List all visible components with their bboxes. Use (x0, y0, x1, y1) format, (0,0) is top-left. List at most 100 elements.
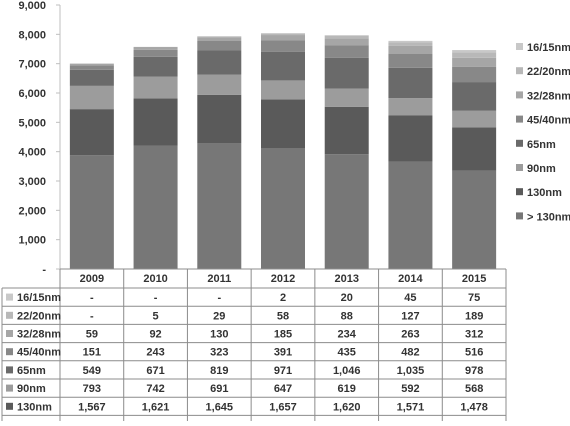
x-tick-label: 2015 (462, 273, 486, 285)
bar-segment (452, 58, 496, 67)
table-cell-value: - (90, 292, 94, 304)
bar-segment (134, 57, 178, 77)
table-cell-value: 185 (274, 329, 292, 341)
table-cell-value: 92 (149, 329, 161, 341)
table-cell-value: 1,620 (333, 401, 361, 413)
bar-segment (70, 109, 114, 155)
table-cell-value: 1,035 (397, 365, 425, 377)
y-tick-label: 6,000 (18, 88, 46, 100)
bar-segment (325, 154, 369, 269)
bar-segment (134, 47, 178, 50)
table-row-swatch (6, 330, 13, 337)
table-cell-value: 1,571 (397, 401, 425, 413)
bar-segment (452, 67, 496, 82)
bar-segment (388, 54, 432, 68)
table-cell-value: 619 (338, 383, 356, 395)
bar-segment (261, 35, 305, 40)
table-cell-value: 20 (341, 292, 353, 304)
table-cell-value: 647 (274, 383, 292, 395)
x-tick-label: 2012 (271, 273, 295, 285)
legend-label: 22/20nm (527, 66, 570, 78)
bar-segment (134, 146, 178, 269)
bar-segment (70, 65, 114, 69)
table-cell-value: - (90, 310, 94, 322)
bar-segment (388, 42, 432, 46)
bar-segment (325, 36, 369, 39)
bar-segment (388, 46, 432, 54)
y-tick-label: 5,000 (18, 117, 46, 129)
y-tick-label: 2,000 (18, 205, 46, 217)
bar-segment (452, 111, 496, 128)
bar-segment (70, 70, 114, 86)
table-cell-value: 45 (404, 292, 416, 304)
table-cell-value: 568 (465, 383, 483, 395)
table-row-label: 16/15nm (17, 292, 61, 304)
table-cell-value: 435 (338, 347, 356, 359)
table-cell-value: 59 (86, 329, 98, 341)
table-cell-value: 1,478 (460, 401, 488, 413)
table-cell-value: 671 (146, 365, 164, 377)
table-row-label: 130nm (17, 401, 52, 413)
bar-segment (197, 74, 241, 94)
bar-segment (134, 50, 178, 57)
bar-segment (197, 36, 241, 37)
legend-label: 65nm (527, 139, 556, 151)
legend-label: > 130nm (527, 211, 570, 223)
bar-segment (325, 38, 369, 45)
y-tick-label: 4,000 (18, 147, 46, 159)
bar-segment (452, 82, 496, 111)
bar-segment (325, 89, 369, 107)
legend-swatch (516, 67, 523, 74)
legend-label: 32/28nm (527, 90, 570, 102)
y-tick-label: 1,000 (18, 235, 46, 247)
x-tick-label: 2010 (143, 273, 167, 285)
bar-segment (197, 143, 241, 269)
table-cell-value: 516 (465, 347, 483, 359)
table-cell-value: 1,621 (142, 401, 170, 413)
bar-segment (70, 155, 114, 269)
bar-segment (325, 45, 369, 58)
bar-segment (325, 107, 369, 155)
table-cell-value: 819 (210, 365, 228, 377)
table-cell-value: 1,657 (269, 401, 297, 413)
bar-segment (325, 35, 369, 36)
bar-segment (261, 33, 305, 35)
bar-segment (197, 41, 241, 50)
table-cell-value: 58 (277, 310, 289, 322)
legend-label: 45/40nm (527, 115, 570, 127)
table-cell-value: 75 (468, 292, 480, 304)
table-cell-value: 263 (401, 329, 419, 341)
table-cell-value: 189 (465, 310, 483, 322)
bar-segment (197, 37, 241, 41)
table-cell-value: 243 (146, 347, 164, 359)
y-tick-label: 9,000 (18, 0, 46, 12)
x-tick-label: 2011 (207, 273, 231, 285)
table-row-swatch (6, 312, 13, 319)
bar-segment (452, 52, 496, 58)
x-tick-label: 2009 (80, 273, 104, 285)
bar-segment (134, 77, 178, 99)
table-cell-value: 127 (401, 310, 419, 322)
bar-segment (70, 64, 114, 66)
y-tick-label: - (42, 264, 46, 276)
table-cell-value: 1,645 (206, 401, 234, 413)
legend-swatch (516, 116, 523, 123)
table-cell-value: 1,046 (333, 365, 361, 377)
table-cell-value: 2 (280, 292, 286, 304)
bar-segment (452, 127, 496, 170)
table-row-swatch (6, 294, 13, 301)
table-cell-value: 549 (83, 365, 101, 377)
bar-segment (197, 50, 241, 74)
table-cell-value: 971 (274, 365, 292, 377)
y-tick-label: 7,000 (18, 59, 46, 71)
bar-segment (388, 162, 432, 269)
bar-segment (388, 115, 432, 161)
table-cell-value: 234 (338, 329, 357, 341)
legend-swatch (516, 43, 523, 50)
legend-swatch (516, 91, 523, 98)
table-row-swatch (6, 385, 13, 392)
table-cell-value: 691 (210, 383, 228, 395)
bar-segment (261, 40, 305, 51)
